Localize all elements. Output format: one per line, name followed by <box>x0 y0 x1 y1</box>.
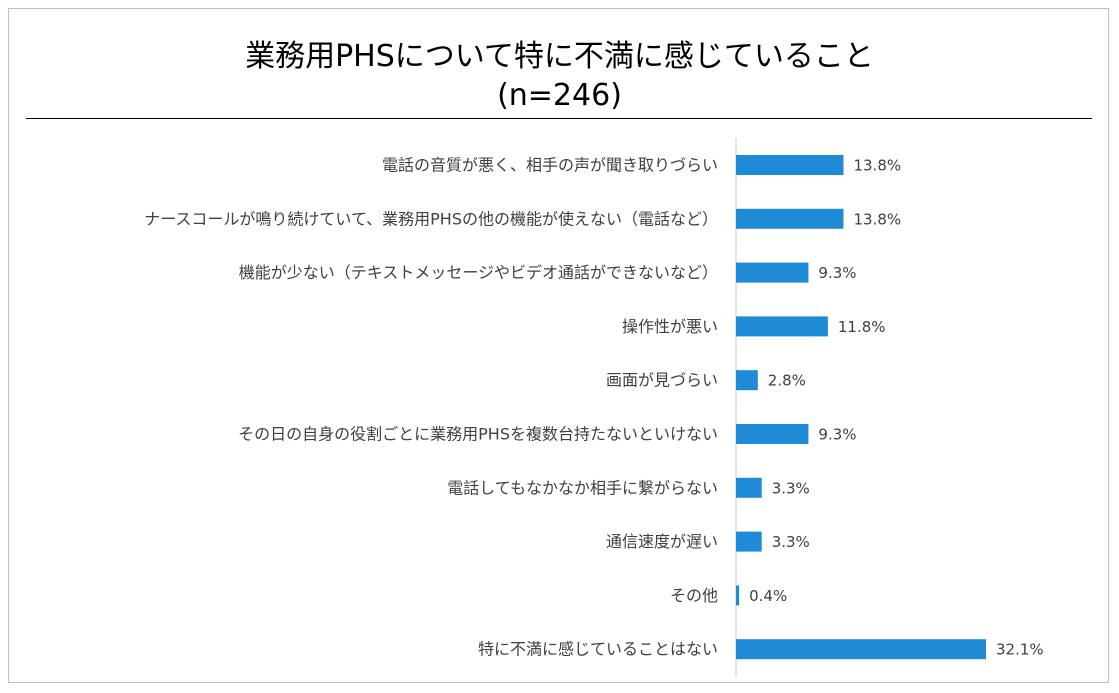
bar <box>736 370 758 391</box>
category-label: 電話の音質が悪く、相手の声が聞き取りづらい <box>382 156 718 175</box>
bar <box>736 155 844 175</box>
data-label: 3.3% <box>772 479 810 497</box>
bar <box>736 424 809 444</box>
data-label: 0.4% <box>749 587 787 605</box>
bar <box>736 531 762 552</box>
title-divider <box>26 118 1092 119</box>
category-label: 操作性が悪い <box>622 317 718 336</box>
bar <box>736 316 828 337</box>
data-label: 13.8% <box>853 157 901 175</box>
data-label: 32.1% <box>996 641 1044 659</box>
data-label: 9.3% <box>818 426 856 444</box>
data-label: 3.3% <box>772 533 810 551</box>
data-label: 9.3% <box>818 264 856 282</box>
data-label: 11.8% <box>838 318 886 336</box>
category-label: その日の自身の役割ごとに業務用PHSを複数台持たないといけない <box>238 425 718 444</box>
category-label: 機能が少ない（テキストメッセージやビデオ通話ができないなど） <box>239 263 718 282</box>
bar <box>736 208 844 229</box>
bar <box>736 262 809 283</box>
data-label: 2.8% <box>768 372 806 390</box>
data-label: 13.8% <box>853 210 901 228</box>
category-label: 通信速度が遅い <box>606 532 718 551</box>
chart-subtitle: (n=246) <box>497 78 622 113</box>
bar <box>736 639 986 660</box>
category-label: ナースコールが鳴り続けていて、業務用PHSの他の機能が使えない（電話など） <box>144 209 718 228</box>
bar <box>736 477 762 498</box>
chart-frame <box>8 8 1109 683</box>
category-label: 電話してもなかなか相手に繋がらない <box>447 478 718 497</box>
category-label: 画面が見づらい <box>606 371 718 390</box>
category-label: 特に不満に感じていることはない <box>478 640 718 659</box>
category-label: その他 <box>670 586 718 605</box>
chart-title: 業務用PHSについて特に不満に感じていること <box>245 39 874 74</box>
bar <box>736 585 740 606</box>
